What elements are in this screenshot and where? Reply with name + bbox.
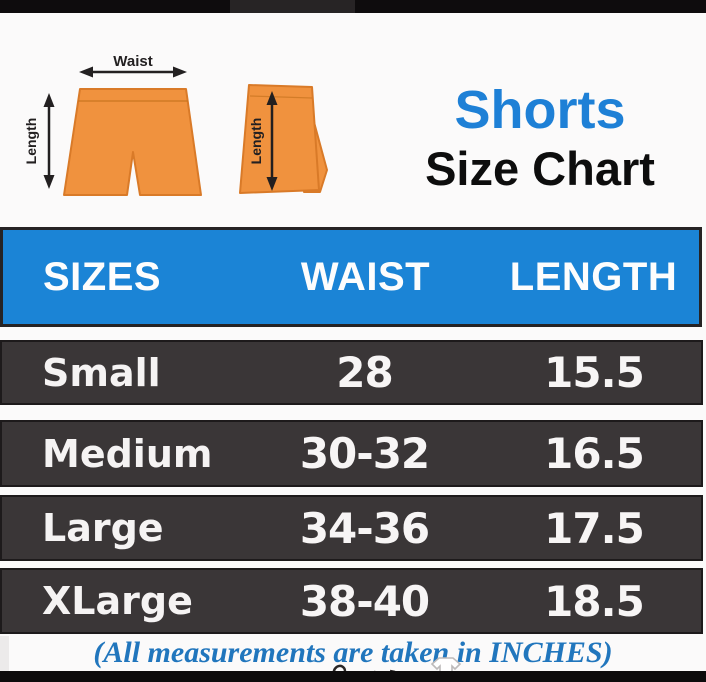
bottom-border-bar — [0, 671, 706, 682]
waist-value: 34-36 — [299, 503, 430, 553]
column-header-length: LENGTH — [509, 254, 678, 299]
waist-arrow-label: Waist — [113, 53, 152, 70]
title-block: Shorts Size Chart — [388, 80, 692, 196]
page-title: Shorts — [454, 80, 626, 140]
length-value: 17.5 — [544, 503, 645, 553]
table-row-xlarge: XLarge 38-40 18.5 — [0, 568, 703, 634]
waist-value: 30-32 — [299, 429, 430, 478]
shorts-side-shape — [239, 84, 320, 194]
shorts-side-waistband-line — [249, 95, 313, 99]
side-length-arrow-label: Length — [248, 118, 264, 165]
table-row-medium: Medium 30-32 16.5 — [0, 420, 703, 487]
page-subtitle: Size Chart — [425, 142, 655, 195]
top-border-bar-segment — [230, 0, 355, 13]
length-value: 16.5 — [544, 429, 645, 478]
size-name: Small — [42, 350, 161, 395]
waist-value: 28 — [336, 348, 393, 397]
length-value: 18.5 — [544, 576, 645, 626]
column-header-waist: WAIST — [300, 254, 431, 299]
front-length-arrow-label: Length — [23, 118, 39, 165]
table-row-large: Large 34-36 17.5 — [0, 495, 703, 561]
front-length-arrow — [43, 93, 55, 189]
size-name: Large — [42, 506, 164, 550]
shorts-side-view — [239, 84, 328, 194]
table-row-small: Small 28 15.5 — [0, 340, 703, 405]
table-header: SIZES WAIST LENGTH — [0, 227, 702, 327]
shorts-measurement-diagram: Waist Length Length — [23, 53, 328, 196]
side-length-arrow — [266, 91, 278, 191]
column-header-sizes: SIZES — [43, 254, 162, 299]
shorts-front-shape — [63, 88, 202, 196]
waist-value: 38-40 — [299, 576, 430, 626]
shorts-front-view — [63, 88, 202, 196]
waist-arrow — [79, 66, 187, 78]
length-value: 15.5 — [544, 348, 645, 397]
size-name: Medium — [42, 431, 213, 476]
size-name: XLarge — [42, 579, 193, 623]
bottom-left-smudge — [0, 636, 9, 671]
measurement-note: (All measurements are taken in INCHES) — [93, 636, 613, 669]
shirt-icon — [430, 657, 462, 682]
